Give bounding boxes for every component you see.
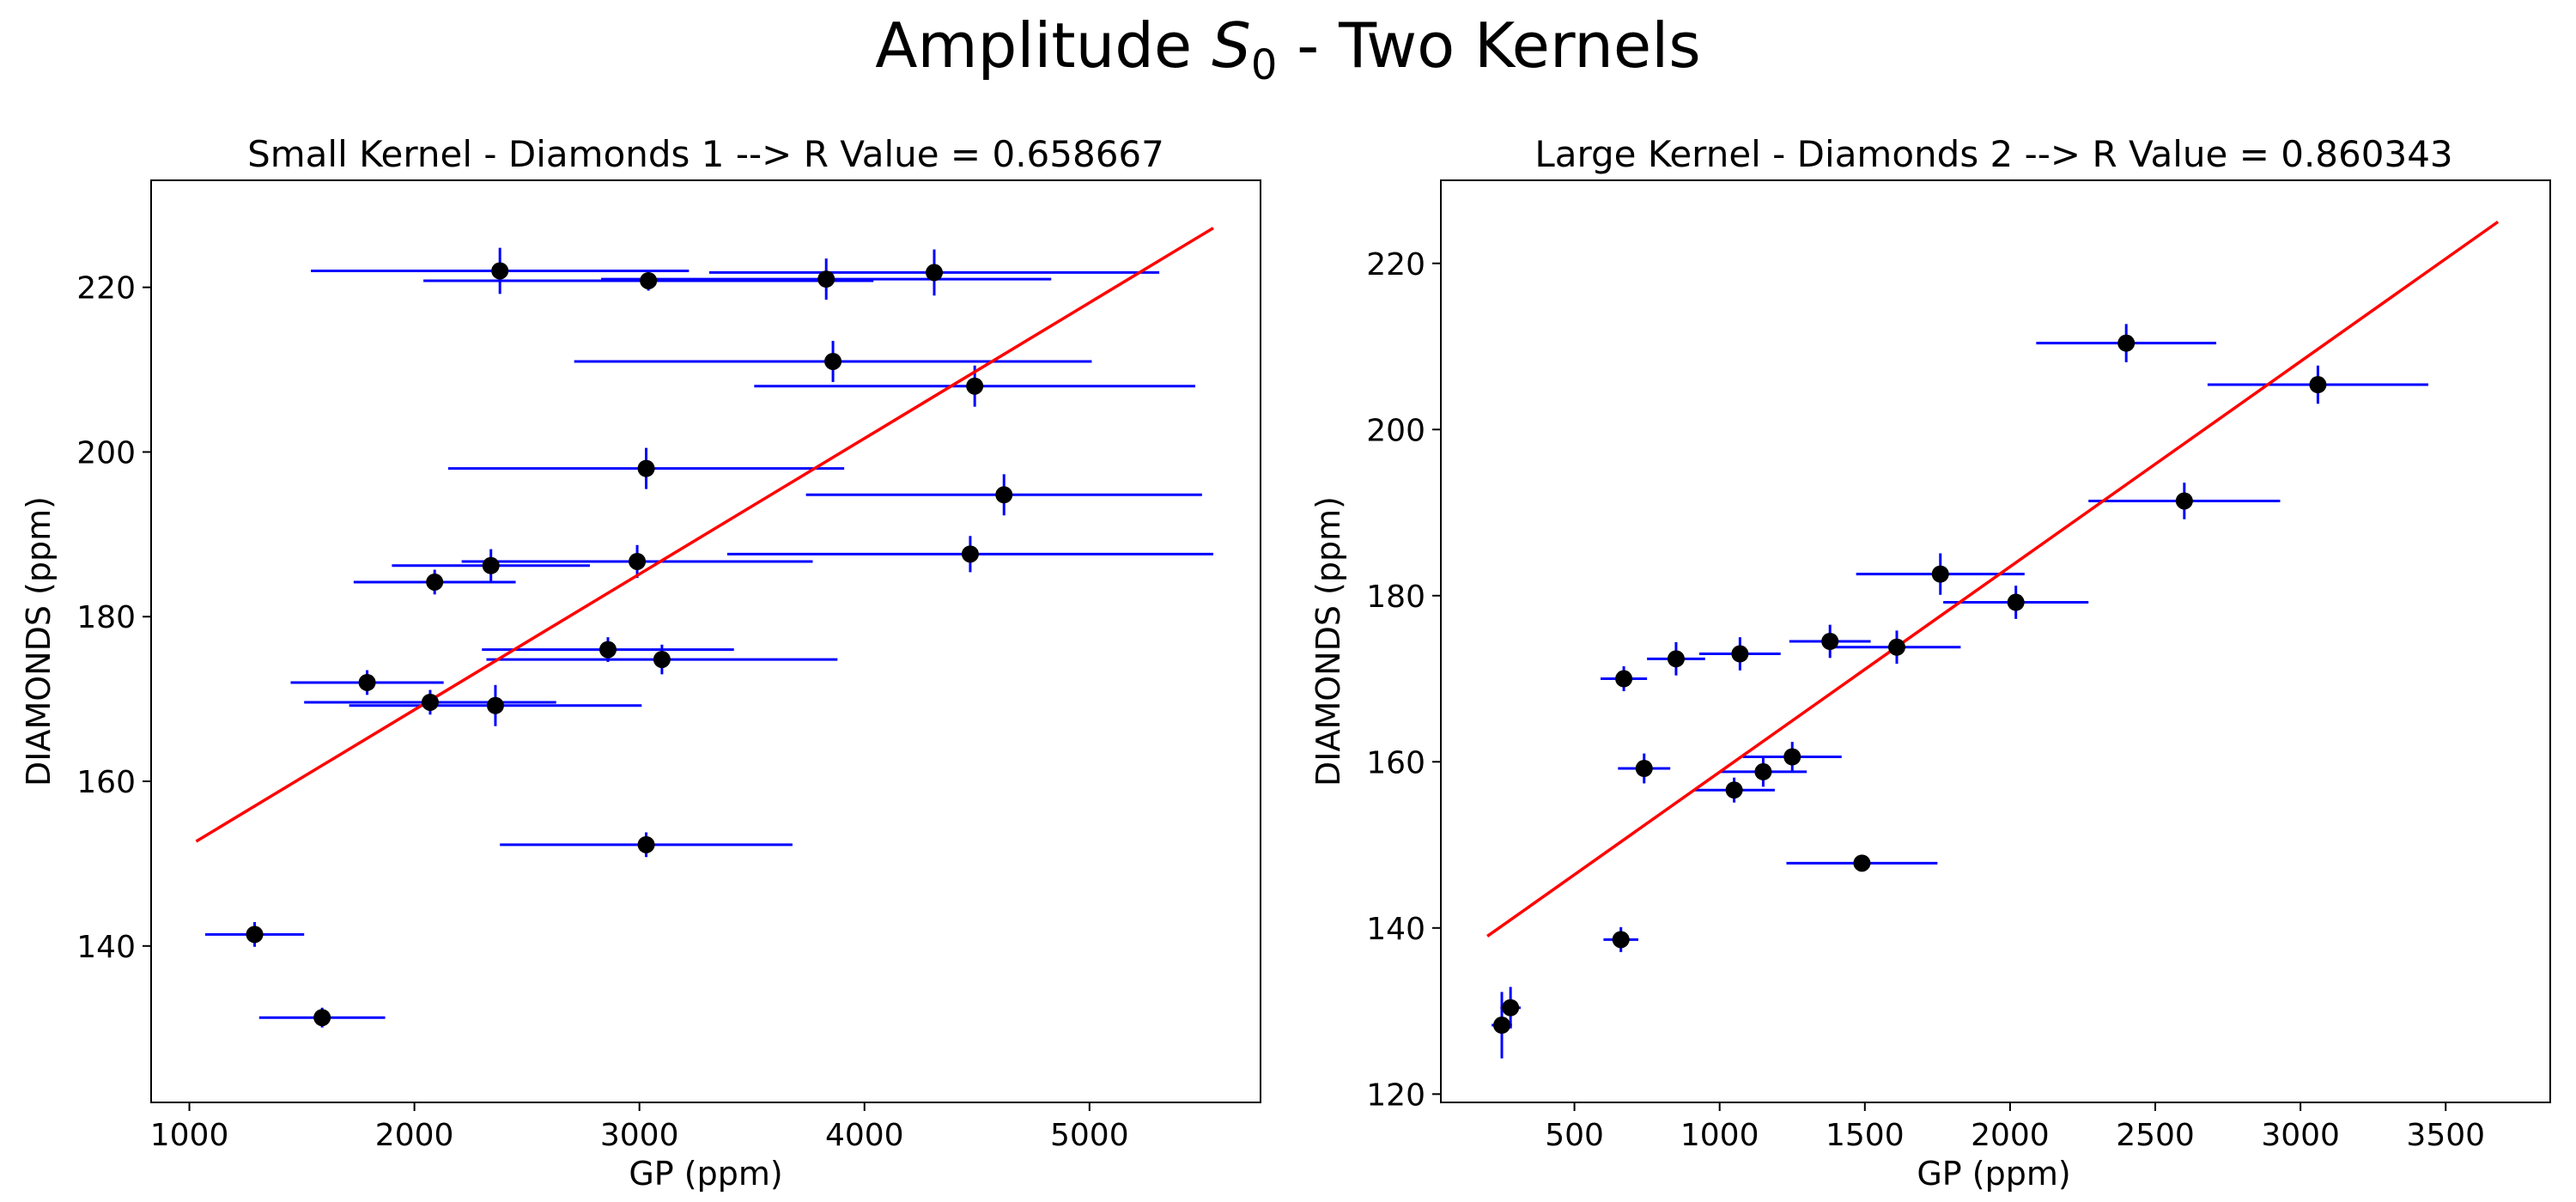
- data-point: [2007, 593, 2025, 611]
- data-point: [1612, 931, 1630, 949]
- data-point: [1493, 1017, 1511, 1035]
- data-point: [2175, 492, 2193, 510]
- data-point: [640, 271, 658, 289]
- plot-frame: [150, 179, 1261, 1103]
- data-point: [313, 1009, 331, 1027]
- y-tick-label: 200: [76, 435, 136, 470]
- data-point: [599, 640, 617, 659]
- chart-title: Large Kernel - Diamonds 2 --> R Value = …: [1534, 133, 2452, 175]
- data-point: [637, 459, 655, 477]
- data-point: [1667, 650, 1685, 668]
- y-tick-label: 120: [1366, 1078, 1425, 1113]
- data-point: [1783, 748, 1801, 766]
- data-point: [629, 552, 647, 570]
- x-tick-label: 2500: [2116, 1118, 2195, 1153]
- x-axis-label: GP (ppm): [629, 1155, 782, 1193]
- x-tick-label: 2000: [375, 1118, 454, 1153]
- data-point: [1725, 781, 1743, 799]
- y-tick-label: 220: [1366, 247, 1425, 282]
- data-point: [2309, 376, 2327, 394]
- y-tick-label: 160: [1366, 745, 1425, 780]
- plot-frame: [1440, 179, 2551, 1103]
- data-point: [926, 264, 943, 282]
- data-point: [817, 270, 835, 288]
- chart-panel-small-kernel: Small Kernel - Diamonds 1 --> R Value = …: [20, 133, 1261, 1193]
- data-point: [1754, 762, 1772, 780]
- chart-panel-large-kernel: Large Kernel - Diamonds 2 --> R Value = …: [1309, 133, 2551, 1193]
- data-point: [491, 262, 509, 280]
- y-axis-label: DIAMONDS (ppm): [20, 496, 58, 786]
- data-point: [961, 545, 979, 563]
- data-point: [1502, 999, 1520, 1017]
- data-point: [966, 377, 984, 395]
- data-point: [1931, 565, 1949, 583]
- x-tick-label: 3000: [2261, 1118, 2340, 1153]
- x-tick-label: 3500: [2406, 1118, 2485, 1153]
- x-tick-label: 5000: [1050, 1118, 1129, 1153]
- x-tick-label: 1000: [1680, 1118, 1759, 1153]
- x-tick-label: 2000: [1971, 1118, 2050, 1153]
- data-point: [1853, 854, 1871, 872]
- y-tick-label: 160: [76, 765, 136, 800]
- data-point: [486, 696, 504, 714]
- y-tick-label: 200: [1366, 413, 1425, 448]
- x-tick-label: 4000: [825, 1118, 904, 1153]
- data-point: [995, 486, 1013, 504]
- data-point: [653, 651, 671, 669]
- data-point: [421, 693, 439, 711]
- x-tick-label: 500: [1545, 1118, 1604, 1153]
- data-point: [1731, 645, 1749, 663]
- data-point: [246, 926, 264, 944]
- y-axis-label: DIAMONDS (ppm): [1309, 496, 1347, 786]
- x-tick-label: 1000: [150, 1118, 229, 1153]
- data-point: [358, 673, 376, 691]
- data-point: [824, 352, 842, 370]
- y-tick-label: 180: [1366, 580, 1425, 615]
- y-tick-label: 140: [76, 930, 136, 965]
- data-point: [426, 573, 444, 591]
- regression-fit-line: [1486, 220, 2500, 938]
- x-tick-label: 3000: [600, 1118, 679, 1153]
- y-tick-label: 140: [1366, 912, 1425, 947]
- x-axis-label: GP (ppm): [1917, 1155, 2070, 1193]
- data-point: [637, 835, 655, 853]
- data-point: [1888, 638, 1906, 656]
- figure-title: Amplitude S0 - Two Kernels: [875, 9, 1700, 89]
- y-tick-label: 220: [76, 271, 136, 307]
- data-point: [482, 556, 500, 574]
- regression-fit-line: [195, 227, 1214, 843]
- data-point: [1615, 670, 1633, 688]
- data-point: [1821, 633, 1839, 650]
- y-tick-label: 180: [76, 600, 136, 635]
- chart-title: Small Kernel - Diamonds 1 --> R Value = …: [247, 133, 1164, 175]
- data-point: [2117, 334, 2136, 352]
- x-tick-label: 1500: [1826, 1118, 1905, 1153]
- data-point: [1635, 760, 1653, 778]
